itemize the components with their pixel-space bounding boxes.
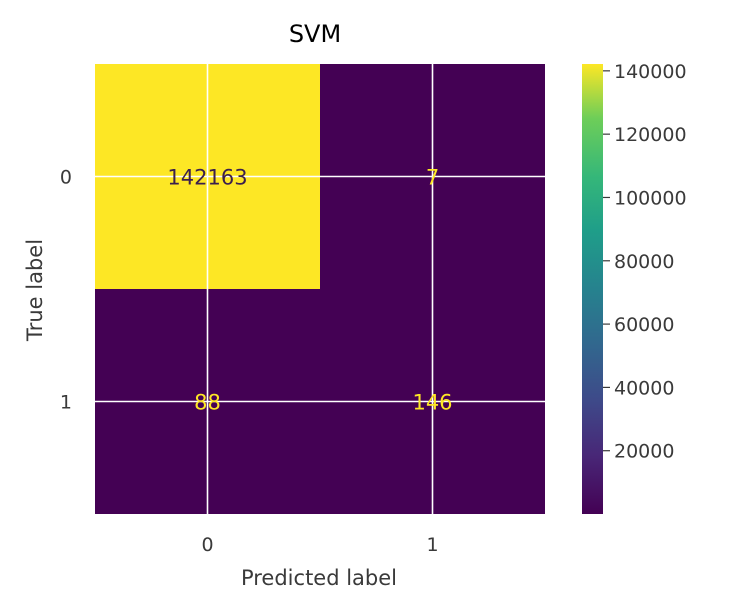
heatmap-cells [95,64,545,514]
cell-label-1-1: 146 [412,391,452,415]
x-axis-label: Predicted label [241,566,397,590]
colorbar-tick-label: 80000 [614,251,674,273]
cell-label-1-0: 88 [194,391,221,415]
colorbar-tick-label: 20000 [614,441,674,463]
heatmap-grid [95,64,545,514]
x-tick-label: 1 [426,534,438,556]
colorbar-tick-label: 60000 [614,314,674,336]
y-axis-label: True label [23,239,47,342]
y-axis-ticks: 01 [60,167,72,414]
cell-label-0-0: 142163 [167,166,247,190]
y-tick-label: 1 [60,392,72,414]
colorbar-tick-label: 140000 [614,61,687,83]
cell-label-0-1: 7 [426,166,439,190]
colorbar-ticks: 20000 40000 60000 80000 100000 120000 140000 [603,61,687,463]
colorbar-tick-label: 100000 [614,187,687,209]
colorbar-tick-label: 40000 [614,377,674,399]
colorbar-tick-label: 120000 [614,124,687,146]
x-tick-label: 0 [201,534,213,556]
y-tick-label: 0 [60,167,72,189]
cell-value-labels: 142163 7 88 146 [167,166,452,415]
chart-title: SVM [289,20,341,48]
colorbar [582,64,603,514]
